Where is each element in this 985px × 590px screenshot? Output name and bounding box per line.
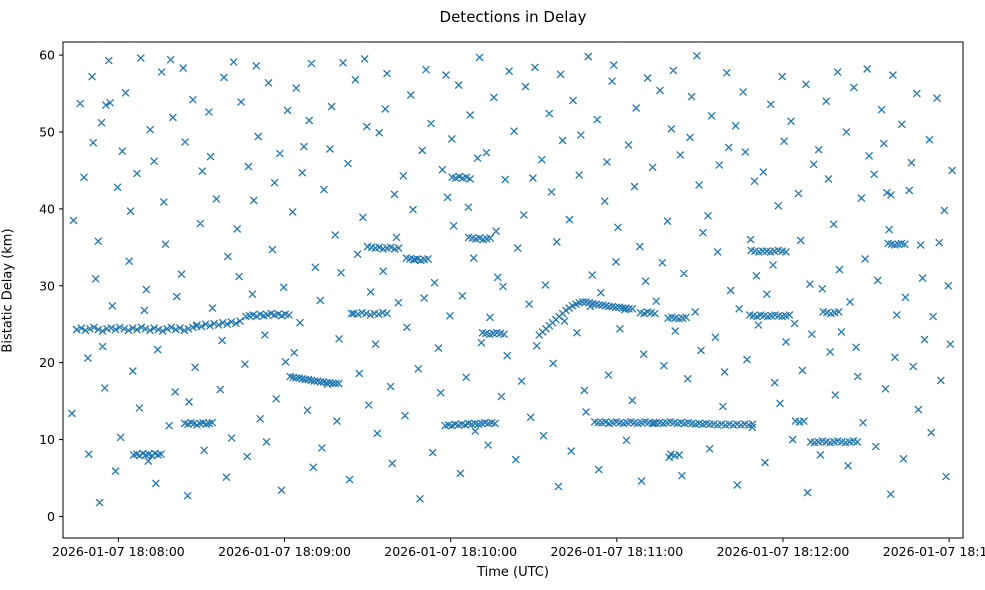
x-axis-label: Time (UTC) (477, 565, 549, 580)
plot-frame (62, 41, 964, 539)
y-tick-label: 0 (47, 509, 55, 524)
y-tick-label: 30 (39, 278, 55, 293)
scatter-points (68, 52, 956, 507)
y-tick-label: 60 (39, 48, 55, 63)
y-tick-label: 50 (39, 124, 55, 139)
chart-title: Detections in Delay (439, 8, 587, 26)
y-tick-label: 20 (39, 355, 55, 370)
x-tick-label: 2026-01-07 18:13:00 (883, 544, 985, 559)
y-tick-label: 10 (39, 432, 55, 447)
x-tick-label: 2026-01-07 18:08:00 (52, 544, 185, 559)
x-tick-label: 2026-01-07 18:11:00 (550, 544, 683, 559)
y-tick-label: 40 (39, 201, 55, 216)
x-tick-label: 2026-01-07 18:10:00 (384, 544, 517, 559)
x-tick-label: 2026-01-07 18:09:00 (218, 544, 351, 559)
x-tick-label: 2026-01-07 18:12:00 (717, 544, 850, 559)
y-axis-label: Bistatic Delay (km) (0, 228, 16, 353)
